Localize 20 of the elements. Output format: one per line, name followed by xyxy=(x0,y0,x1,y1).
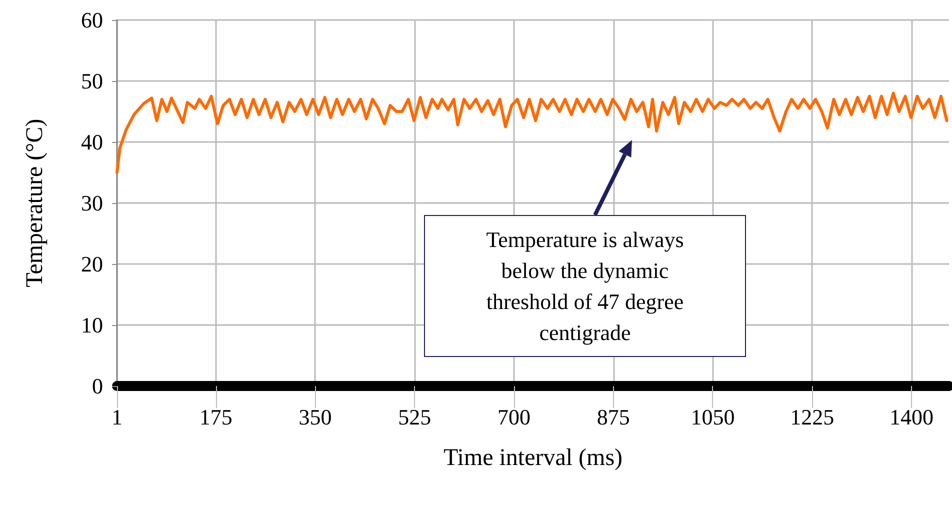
x-tick-label: 525 xyxy=(398,404,432,430)
x-tick-label: 1225 xyxy=(790,404,834,430)
y-tick-label: 40 xyxy=(81,130,103,154)
y-axis-title: Temperature (°C) xyxy=(22,118,48,288)
x-axis-title: Time interval (ms) xyxy=(443,445,623,471)
x-tick-label: 700 xyxy=(497,404,530,430)
callout-box: Temperature is always below the dynamic threshold of 47 degree centigrade xyxy=(424,215,746,357)
x-tick-label: 875 xyxy=(596,404,630,430)
x-tick-label: 1400 xyxy=(890,404,934,430)
y-tick-label: 30 xyxy=(81,190,103,216)
x-tick-label: 1050 xyxy=(690,404,735,430)
y-tick-label: 50 xyxy=(81,68,103,94)
y-tick-label: 0 xyxy=(92,374,103,398)
y-tick-label: 20 xyxy=(81,252,103,276)
y-tick-label: 10 xyxy=(81,312,103,338)
x-tick-label: 1 xyxy=(112,404,122,430)
y-tick-label: 60 xyxy=(81,8,103,32)
line-series xyxy=(116,92,948,174)
x-tick-label: 175 xyxy=(199,404,232,430)
x-tick-label: 350 xyxy=(298,404,332,430)
